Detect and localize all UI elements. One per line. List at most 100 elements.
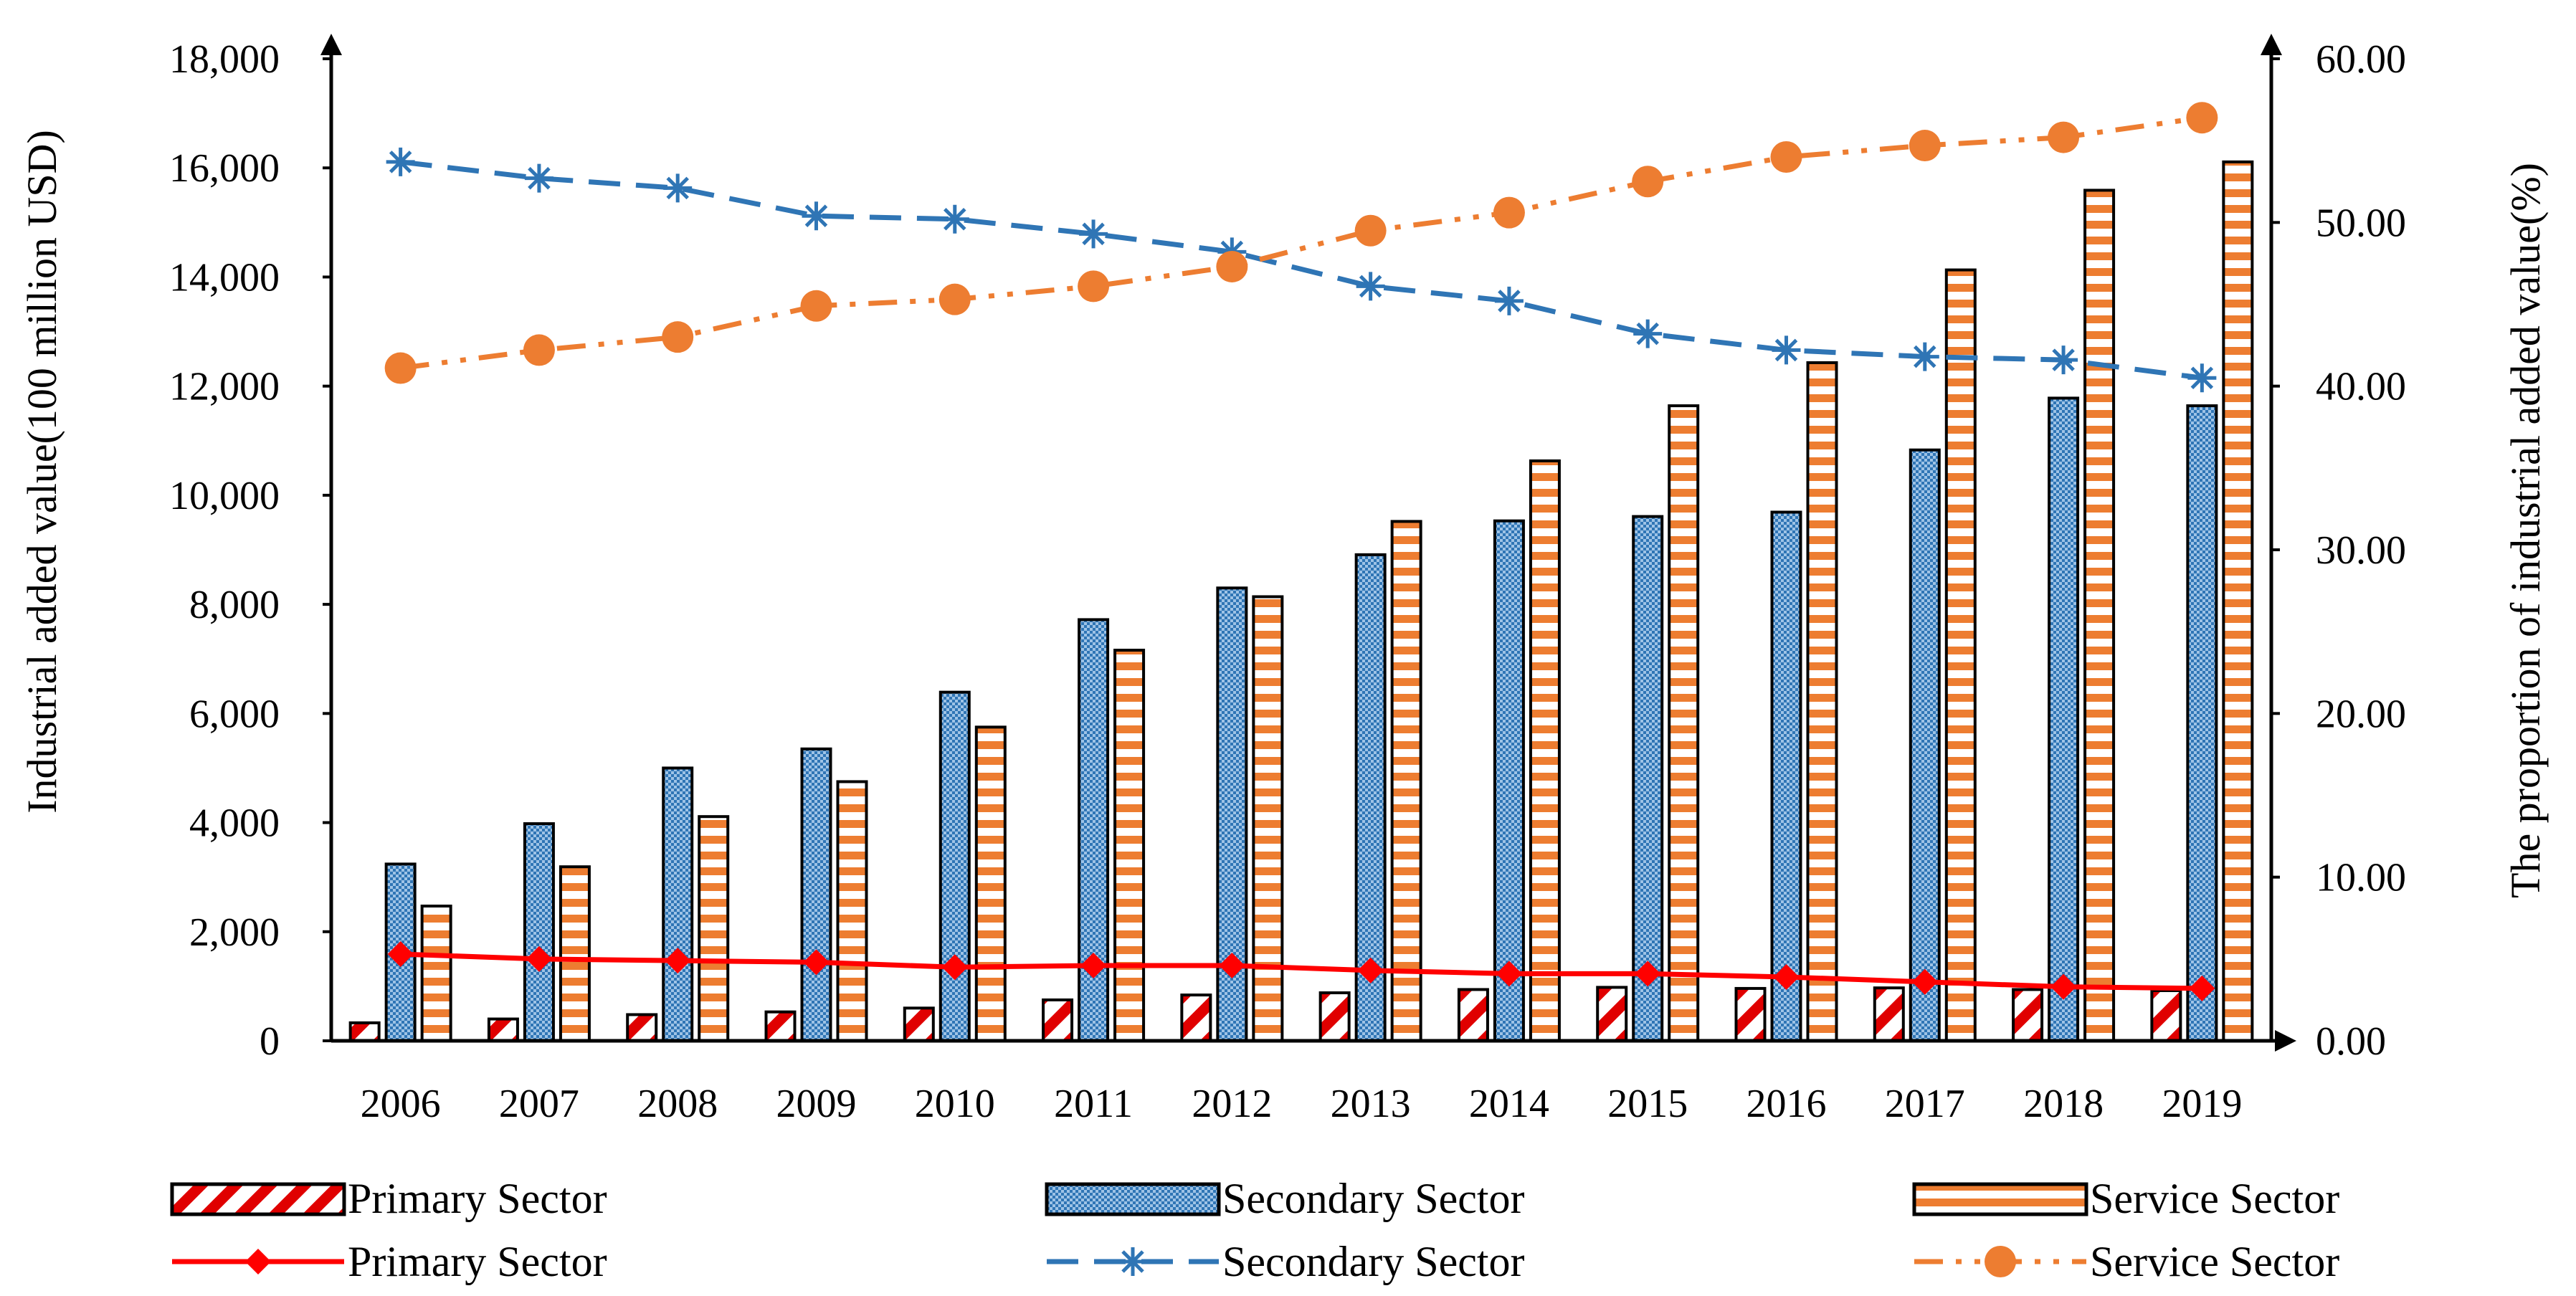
point-service-sector-2016 (1770, 141, 1802, 173)
point-primary-sector-2012 (1219, 952, 1245, 978)
x-tick-label: 2012 (1192, 1082, 1272, 1126)
bar-primary-sector-2011 (1042, 998, 1074, 1042)
point-service-sector-2008 (662, 321, 694, 353)
y2-tick-label: 60.00 (2316, 37, 2406, 82)
bar-service-sector-2019 (2222, 160, 2254, 1043)
line-service-sector (400, 115, 2202, 371)
point-primary-sector-2017 (1911, 968, 1938, 995)
point-primary-sector-2009 (803, 949, 830, 976)
point-primary-sector-2015 (1635, 961, 1661, 987)
legend-item-bar-secondary-sector: Secondary Sector (1045, 1175, 1525, 1222)
bar-secondary-sector-2009 (800, 747, 832, 1042)
x-tick-label: 2010 (915, 1082, 995, 1126)
legend-label-bar-service-sector: Service Sector (2090, 1175, 2339, 1222)
y-tick-label: 12,000 (169, 365, 280, 409)
legend-marker-primary-sector (245, 1249, 271, 1274)
point-service-sector-2012 (1216, 250, 1248, 282)
legend-item-line-primary-sector: Primary Sector (172, 1238, 607, 1285)
legend-swatch-bar-secondary-sector (1045, 1182, 1221, 1216)
point-secondary-sector-2015 (1633, 319, 1663, 348)
bar-service-sector-2007 (559, 865, 591, 1043)
point-secondary-sector-2008 (663, 173, 693, 203)
point-primary-sector-2011 (1080, 952, 1107, 978)
point-primary-sector-2018 (2050, 973, 2077, 1000)
point-secondary-sector-2017 (1910, 342, 1939, 371)
point-service-sector-2013 (1354, 214, 1387, 247)
x-tick-label: 2015 (1607, 1082, 1688, 1126)
x-tick-label: 2016 (1746, 1082, 1827, 1126)
bar-primary-sector-2010 (903, 1006, 935, 1043)
bar-service-sector-2008 (698, 815, 730, 1043)
point-primary-sector-2016 (1773, 963, 1800, 990)
bar-primary-sector-2018 (2012, 988, 2044, 1043)
point-service-sector-2017 (1909, 130, 1941, 162)
bar-secondary-sector-2007 (523, 822, 555, 1042)
point-secondary-sector-2014 (1494, 286, 1524, 315)
y2-tick-label: 10.00 (2316, 856, 2406, 900)
legend-swatch-bar-service-sector (1912, 1182, 2088, 1216)
point-primary-sector-2010 (941, 954, 968, 981)
bar-secondary-sector-2018 (2048, 396, 2080, 1042)
bar-secondary-sector-2016 (1770, 510, 1802, 1042)
legend-item-line-secondary-sector: Secondary Sector (1047, 1238, 1525, 1285)
bar-primary-sector-2017 (1873, 986, 1905, 1043)
bar-secondary-sector-2017 (1909, 448, 1941, 1042)
bar-primary-sector-2019 (2150, 988, 2182, 1043)
point-service-sector-2019 (2186, 102, 2218, 134)
point-secondary-sector-2011 (1079, 219, 1108, 249)
legend-label-bar-primary-sector: Primary Sector (348, 1175, 607, 1222)
point-service-sector-2011 (1078, 270, 1110, 302)
point-primary-sector-2014 (1496, 961, 1522, 987)
point-service-sector-2006 (384, 352, 417, 384)
bar-service-sector-2011 (1113, 649, 1146, 1042)
point-secondary-sector-2009 (802, 201, 831, 231)
line-secondary-sector (400, 159, 2202, 381)
legend-label-line-primary-sector: Primary Sector (348, 1238, 607, 1285)
point-service-sector-2014 (1493, 196, 1525, 229)
point-primary-sector-2006 (387, 940, 414, 967)
legend-item-bar-service-sector: Service Sector (1912, 1175, 2339, 1222)
point-secondary-sector-2013 (1356, 272, 1385, 301)
point-service-sector-2018 (2048, 121, 2080, 153)
bar-service-sector-2012 (1252, 595, 1284, 1042)
bar-primary-sector-2016 (1734, 986, 1767, 1043)
bar-secondary-sector-2019 (2186, 404, 2218, 1042)
x-tick-label: 2007 (499, 1082, 579, 1126)
legend-swatch-bar-primary-sector (170, 1182, 346, 1216)
x-tick-label: 2017 (1885, 1082, 1965, 1126)
x-tick-label: 2013 (1331, 1082, 1411, 1126)
x-tick-label: 2019 (2162, 1082, 2242, 1126)
bar-service-sector-2016 (1806, 361, 1838, 1042)
y2-axis-title: The proportion of industrial added value… (2502, 163, 2549, 898)
point-primary-sector-2013 (1357, 957, 1384, 983)
y-tick-label: 14,000 (169, 255, 280, 300)
y-tick-label: 6,000 (189, 692, 280, 736)
point-service-sector-2015 (1632, 166, 1664, 198)
point-service-sector-2010 (938, 283, 971, 315)
legend-marker-secondary-sector (1118, 1247, 1147, 1276)
x-tick-label: 2006 (361, 1082, 441, 1126)
bar-secondary-sector-2010 (938, 690, 971, 1043)
bars-layer (348, 160, 2254, 1043)
point-secondary-sector-2010 (940, 204, 969, 234)
y-tick-label: 4,000 (189, 801, 280, 846)
point-secondary-sector-2019 (2187, 363, 2217, 393)
bar-primary-sector-2008 (626, 1013, 658, 1043)
point-service-sector-2007 (523, 334, 555, 366)
point-secondary-sector-2006 (386, 147, 415, 176)
x-tick-label: 2018 (2023, 1082, 2104, 1126)
y-tick-label: 18,000 (169, 37, 280, 82)
axes-layer: 0 2,000 4,000 6,000 8,000 10,000 12,000 14,000 1… (169, 34, 2406, 1126)
point-secondary-sector-2018 (2049, 346, 2078, 375)
bar-service-sector-2006 (420, 905, 452, 1043)
y2-tick-label: 50.00 (2316, 201, 2406, 245)
legend-item-line-service-sector: Service Sector (1914, 1238, 2339, 1285)
bar-service-sector-2010 (974, 725, 1007, 1042)
legend: Primary Sector Secondary Sector Service Se… (170, 1175, 2339, 1285)
bar-primary-sector-2013 (1318, 991, 1351, 1042)
x-tick-label: 2014 (1469, 1082, 1549, 1126)
bar-primary-sector-2015 (1596, 986, 1628, 1043)
line-primary-sector (400, 951, 2202, 991)
y2-tick-label: 0.00 (2316, 1019, 2386, 1064)
bar-primary-sector-2014 (1457, 988, 1489, 1043)
